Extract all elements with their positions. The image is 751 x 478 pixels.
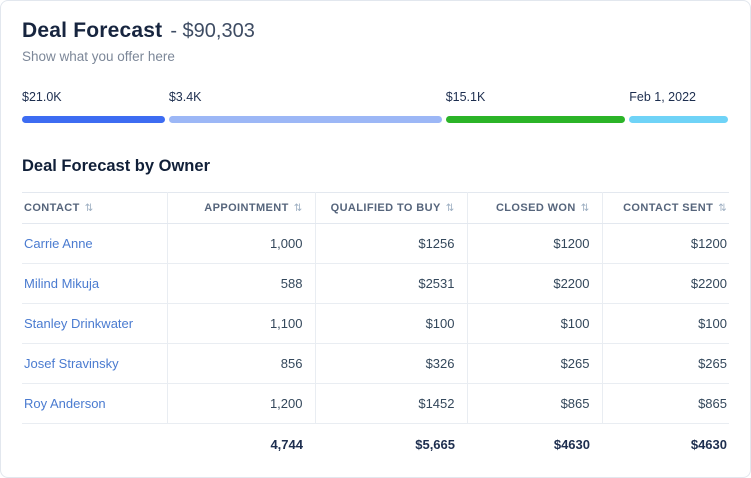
table-row: Milind Mikuja 588 $2531 $2200 $2200: [22, 263, 729, 304]
table-header-row: CONTACT ⇅ APPOINTMENT ⇅ QUALIFIED TO BUY ⇅ CLO…: [22, 192, 729, 224]
cell-value: $265: [602, 343, 729, 384]
cell-value: $326: [315, 343, 468, 384]
progress-segment-0: [22, 116, 165, 123]
progress-label-3: Feb 1, 2022: [629, 90, 696, 104]
progress-segment-2: [445, 116, 626, 123]
progress-label-2: $15.1K: [445, 90, 486, 104]
cell-value: 588: [167, 263, 316, 304]
table-row: Roy Anderson 1,200 $1452 $865 $865: [22, 383, 729, 424]
cell-value: $2200: [467, 263, 603, 304]
forecast-amount: - $90,303: [170, 20, 255, 42]
card-subtitle: Show what you offer here: [22, 49, 175, 64]
progress-label-1: $3.4K: [168, 90, 202, 104]
progress-segment-3: [629, 116, 729, 123]
cell-value: $1452: [315, 383, 468, 424]
cell-value: 1,200: [167, 383, 316, 424]
cell-value: $1256: [315, 223, 468, 264]
cell-value: $1200: [467, 223, 603, 264]
sort-icon[interactable]: ⇅: [84, 203, 94, 214]
cell-value: $100: [467, 303, 603, 344]
column-header-contact-sent[interactable]: CONTACT SENT ⇅: [602, 192, 729, 224]
cell-value: $865: [467, 383, 603, 424]
cell-value: $100: [602, 303, 729, 344]
cell-value: $2531: [315, 263, 468, 304]
page-title: Deal Forecast: [22, 19, 163, 42]
cell-value: 856: [167, 343, 316, 384]
totals-value: 4,744: [270, 437, 303, 452]
progress-segment-1: [168, 116, 442, 123]
totals-value: $4630: [690, 437, 727, 452]
sort-icon[interactable]: ⇅: [293, 203, 303, 214]
column-label: CONTACT SENT: [623, 202, 714, 214]
column-header-closed-won[interactable]: CLOSED WON ⇅: [467, 192, 603, 224]
contact-cell: Milind Mikuja: [22, 263, 168, 304]
cell-value: 1,100: [167, 303, 316, 344]
cell-value: 1,000: [167, 223, 316, 264]
column-header-contact[interactable]: CONTACT ⇅: [22, 192, 168, 224]
contact-link[interactable]: Josef Stravinsky: [24, 356, 119, 371]
contact-cell: Stanley Drinkwater: [22, 303, 168, 344]
sort-icon[interactable]: ⇅: [580, 203, 590, 214]
cell-value: $1200: [602, 223, 729, 264]
totals-spacer: [22, 424, 167, 463]
contact-link[interactable]: Stanley Drinkwater: [24, 316, 134, 331]
sort-icon[interactable]: ⇅: [718, 203, 727, 214]
deal-forecast-table: CONTACT ⇅ APPOINTMENT ⇅ QUALIFIED TO BUY ⇅ CLO…: [22, 192, 729, 462]
column-header-qualified-to-buy[interactable]: QUALIFIED TO BUY ⇅: [315, 192, 468, 224]
forecast-progress: $21.0K $3.4K $15.1K Feb 1, 2022: [22, 90, 729, 123]
column-label: APPOINTMENT: [204, 202, 289, 214]
table-title: Deal Forecast by Owner: [22, 157, 210, 175]
column-label: CLOSED WON: [495, 202, 576, 214]
cell-value: $865: [602, 383, 729, 424]
card-header: Deal Forecast - $90,303: [22, 19, 729, 43]
sort-icon[interactable]: ⇅: [445, 203, 455, 214]
cell-value: $2200: [602, 263, 729, 304]
progress-labels: $21.0K $3.4K $15.1K Feb 1, 2022: [22, 90, 729, 104]
table-row: Carrie Anne 1,000 $1256 $1200 $1200: [22, 223, 729, 264]
contact-link[interactable]: Milind Mikuja: [24, 276, 100, 291]
contact-cell: Josef Stravinsky: [22, 343, 168, 384]
table-body: Carrie Anne 1,000 $1256 $1200 $1200 Milind Mi…: [22, 223, 729, 424]
totals-value: $5,665: [415, 437, 455, 452]
contact-cell: Roy Anderson: [22, 383, 168, 424]
progress-label-0: $21.0K: [22, 90, 62, 104]
progress-bar: [22, 116, 729, 123]
cell-value: $100: [315, 303, 468, 344]
contact-link[interactable]: Roy Anderson: [24, 396, 106, 411]
totals-row: 4,744 $5,665 $4630 $4630: [22, 424, 729, 463]
contact-cell: Carrie Anne: [22, 223, 168, 264]
cell-value: $265: [467, 343, 603, 384]
column-label: CONTACT: [24, 202, 80, 214]
table-row: Josef Stravinsky 856 $326 $265 $265: [22, 343, 729, 384]
column-header-appointment[interactable]: APPOINTMENT ⇅: [167, 192, 316, 224]
column-label: QUALIFIED TO BUY: [330, 202, 441, 214]
table-row: Stanley Drinkwater 1,100 $100 $100 $100: [22, 303, 729, 344]
totals-value: $4630: [553, 437, 590, 452]
contact-link[interactable]: Carrie Anne: [24, 236, 93, 251]
